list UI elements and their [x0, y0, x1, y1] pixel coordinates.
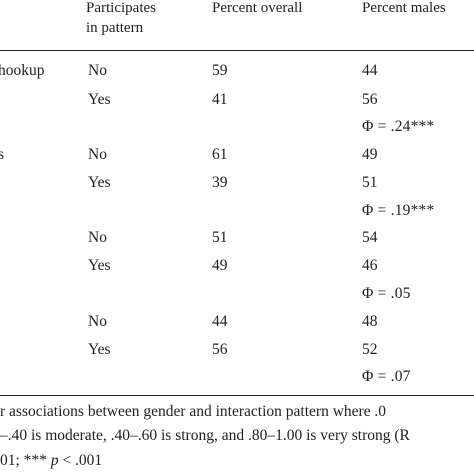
footnote-line-3-prefix: 01; ***: [0, 452, 51, 469]
no-males-cell: 49: [362, 146, 378, 163]
yes-males-cell: 46: [362, 257, 378, 274]
yes-label: Yes: [88, 341, 111, 358]
yes-males-cell: 52: [362, 341, 378, 358]
yes-overall-cell: 49: [212, 257, 228, 274]
yes-label: Yes: [88, 257, 111, 274]
no-overall-cell: 59: [212, 62, 228, 79]
no-overall-cell: 51: [212, 229, 228, 246]
footnote-line-2: –.40 is moderate, .40–.60 is strong, and…: [0, 427, 410, 444]
col-header-percent-males: Percent males: [362, 0, 446, 16]
header-rule: [0, 50, 474, 51]
no-males-cell: 48: [362, 313, 378, 330]
no-overall-cell: 61: [212, 146, 228, 163]
yes-overall-cell: 56: [212, 341, 228, 358]
pattern-label: s: [0, 146, 5, 163]
footnote-line-3-suffix: < .001: [58, 452, 103, 469]
yes-males-cell: 56: [362, 91, 378, 108]
phi-cell: Φ = .19***: [362, 202, 435, 219]
footnote-p-symbol: p: [50, 452, 59, 469]
col-header-participates-1: Participates: [86, 0, 156, 16]
no-label: No: [88, 62, 107, 79]
no-males-cell: 54: [362, 229, 378, 246]
phi-cell: Φ = .07: [362, 368, 411, 385]
col-header-participates-2: in pattern: [86, 20, 144, 36]
yes-label: Yes: [88, 174, 111, 191]
no-overall-cell: 44: [212, 313, 228, 330]
phi-cell: Φ = .24***: [362, 118, 435, 135]
yes-males-cell: 51: [362, 174, 378, 191]
no-label: No: [88, 313, 107, 330]
col-header-percent-overall: Percent overall: [212, 0, 303, 16]
no-label: No: [88, 146, 107, 163]
footnote-line-3: 01; *** p < .001: [0, 451, 102, 471]
yes-overall-cell: 41: [212, 91, 228, 108]
footnote-line-1: r associations between gender and intera…: [0, 403, 387, 420]
yes-overall-cell: 39: [212, 174, 228, 191]
no-label: No: [88, 229, 107, 246]
bottom-rule: [0, 395, 474, 396]
no-males-cell: 44: [362, 62, 378, 79]
yes-label: Yes: [88, 91, 111, 108]
phi-cell: Φ = .05: [362, 285, 411, 302]
pattern-label: hookup: [0, 62, 45, 79]
